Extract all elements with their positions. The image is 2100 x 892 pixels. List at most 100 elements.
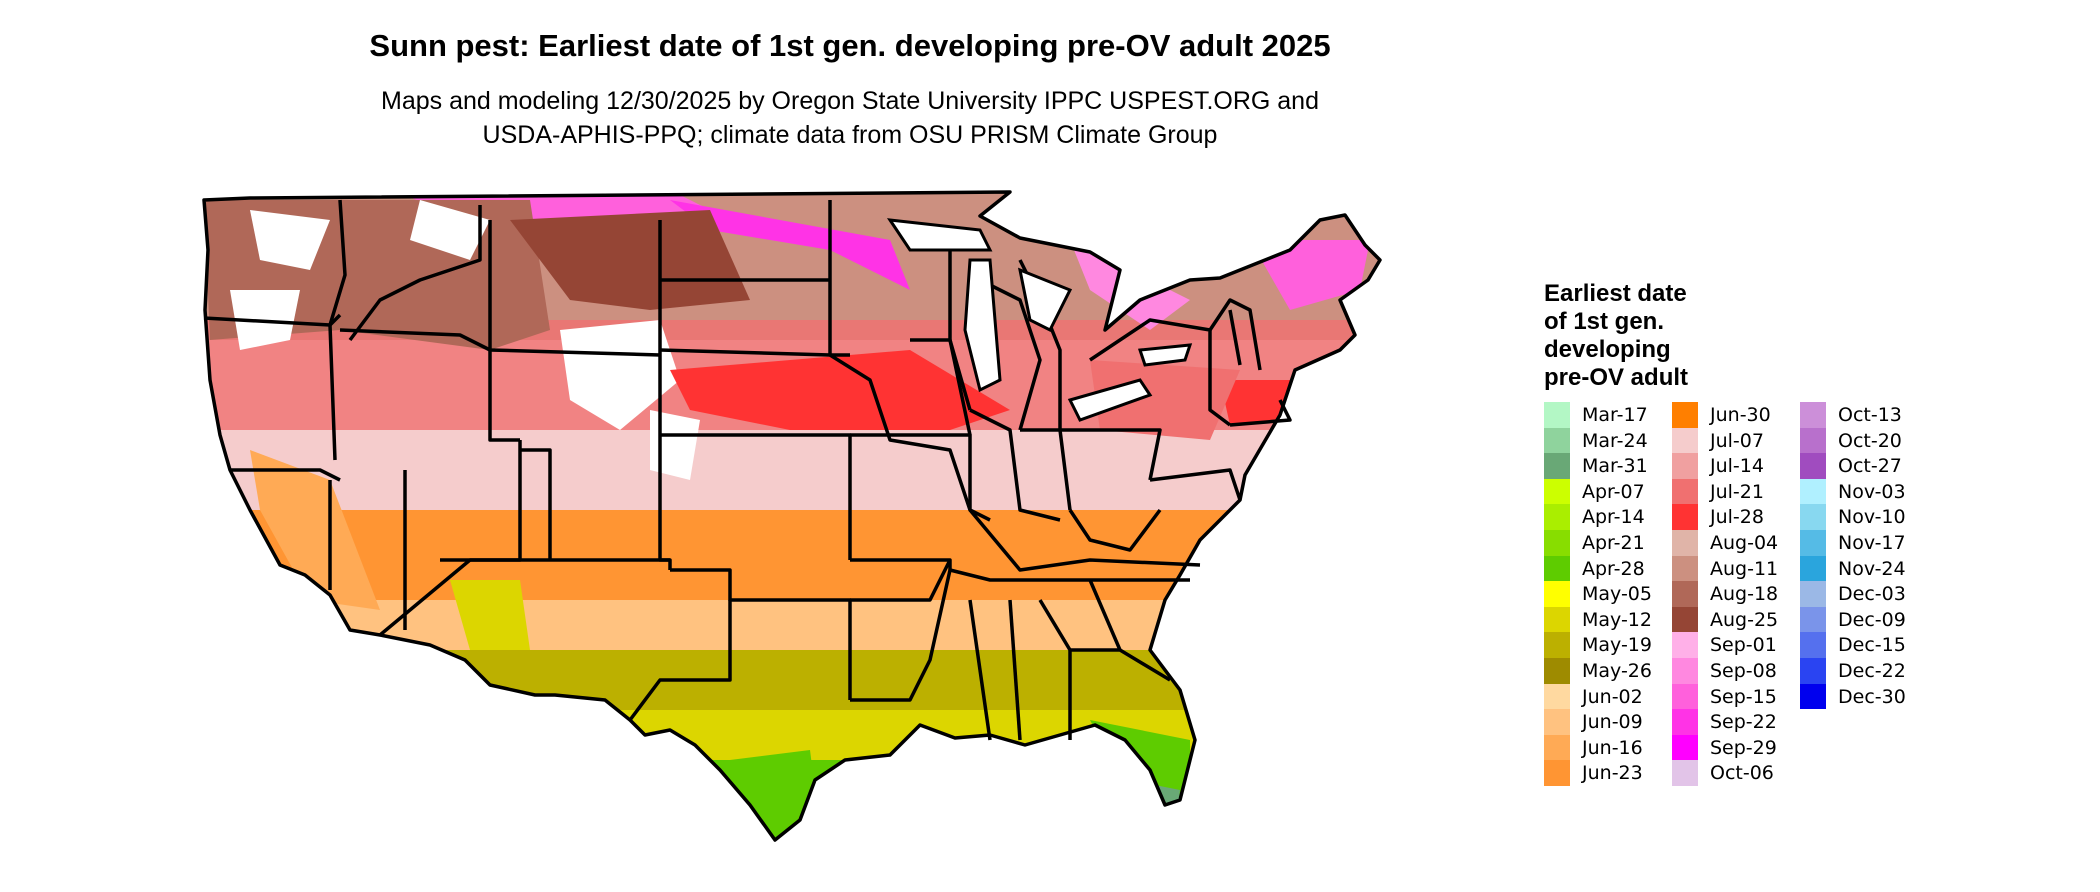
legend-swatch [1672,478,1698,505]
legend-label: Jul-07 [1710,429,1764,452]
legend-swatch [1544,530,1570,556]
legend-entry: Jun-30 [1672,402,1800,428]
legend-swatch [1544,632,1570,658]
legend-label: Jun-30 [1710,404,1771,426]
legend-entry: Jul-07 [1672,427,1800,454]
legend-swatch [1544,555,1570,582]
legend-label: Sep-15 [1710,685,1777,708]
map-legend: Earliest date of 1st gen. developing pre… [1544,280,2100,800]
legend-swatch [1800,427,1826,454]
legend-swatch [1800,555,1826,582]
legend-label: Jul-21 [1710,480,1764,503]
legend-swatch [1800,402,1826,428]
legend-entry: Jun-23 [1544,760,1672,786]
legend-entry: Jul-14 [1672,453,1800,479]
legend-label: Dec-03 [1838,583,1906,606]
legend-label: Oct-06 [1710,762,1774,785]
legend-label: Dec-15 [1838,634,1906,657]
legend-swatch [1672,530,1698,556]
legend-label: May-26 [1582,660,1652,682]
map-title: Sunn pest: Earliest date of 1st gen. dev… [369,28,1331,63]
legend-label: Sep-01 [1710,634,1777,657]
legend-swatch [1672,504,1698,530]
legend-swatch [1544,504,1570,530]
legend-entry: Nov-17 [1800,530,1928,556]
legend-swatch [1800,632,1826,658]
legend-entry: Sep-22 [1672,709,1800,735]
legend-label: Dec-30 [1838,685,1906,708]
legend-label: Aug-11 [1710,557,1779,580]
legend-label: Dec-09 [1838,608,1906,631]
legend-swatch [1544,734,1570,761]
legend-swatch [1544,709,1570,735]
legend-label: May-19 [1582,634,1652,657]
legend-entry: Oct-06 [1672,760,1800,786]
legend-swatch [1544,427,1570,454]
legend-label: Apr-07 [1582,480,1645,503]
legend-label: Nov-17 [1838,532,1906,554]
legend-entry: Aug-25 [1672,606,1800,633]
legend-entry: Oct-13 [1800,402,1928,428]
legend-swatch [1800,530,1826,556]
legend-title-line: of 1st gen. [1544,308,1665,335]
map-subtitle: Maps and modeling 12/30/2025 by Oregon S… [0,84,1700,152]
legend-swatch [1672,760,1698,786]
legend-swatch [1672,581,1698,607]
legend-entry: Nov-10 [1800,504,1928,530]
legend-swatch [1544,402,1570,428]
legend-label: May-05 [1582,583,1652,606]
legend-entry: May-19 [1544,632,1672,658]
legend-entry: Sep-15 [1672,683,1800,710]
legend-entry: Dec-22 [1800,658,1928,684]
legend-entry: Sep-08 [1672,658,1800,684]
legend-swatch [1672,427,1698,454]
legend-entry: Jun-02 [1544,683,1672,710]
legend-label: Mar-31 [1582,455,1648,478]
legend-label: Jun-16 [1582,736,1643,759]
legend-label: Nov-03 [1838,480,1906,503]
legend-entry: Dec-30 [1800,683,1928,710]
subtitle-line-2: USDA-APHIS-PPQ; climate data from OSU PR… [482,121,1218,149]
legend-label: Aug-04 [1710,532,1779,554]
legend-label: Nov-10 [1838,506,1906,529]
legend-label: Jun-09 [1582,711,1643,734]
legend-swatch [1672,632,1698,658]
legend-entry: Sep-29 [1672,734,1800,761]
legend-swatch [1544,658,1570,684]
legend-swatch [1800,658,1826,684]
legend-label: May-12 [1582,608,1652,631]
great-lakes [886,218,1193,422]
legend-entry: Apr-07 [1544,478,1672,505]
legend-swatch [1544,760,1570,786]
legend-swatch [1544,606,1570,633]
legend-swatch [1800,606,1826,633]
legend-title-line: pre-OV adult [1544,364,1689,391]
legend-entry: Dec-15 [1800,632,1928,658]
legend-swatch [1544,478,1570,505]
legend-entry: Jul-28 [1672,504,1800,530]
legend-entry: Apr-21 [1544,530,1672,556]
legend-entry: May-12 [1544,606,1672,633]
legend-swatch [1672,658,1698,684]
legend-label: Aug-18 [1710,583,1779,606]
legend-entry: Jul-21 [1672,478,1800,505]
legend-entry: Jun-09 [1544,709,1672,735]
legend-entry: May-26 [1544,658,1672,684]
legend-swatch [1800,453,1826,479]
legend-entry: Nov-24 [1800,555,1928,582]
legend-title: Earliest date of 1st gen. developing pre… [1544,280,1764,392]
legend-label: Apr-21 [1582,532,1645,554]
legend-entry: Oct-27 [1800,453,1928,479]
legend-label: Oct-27 [1838,455,1902,478]
legend-entry: Nov-03 [1800,478,1928,505]
legend-label: Sep-22 [1710,711,1777,734]
legend-swatch [1672,606,1698,633]
legend-label: Mar-24 [1582,429,1648,452]
state-boundaries [202,190,1382,842]
legend-swatch [1672,734,1698,761]
legend-entry: Oct-20 [1800,427,1928,454]
legend-entry: Mar-31 [1544,453,1672,479]
legend-swatch [1544,581,1570,607]
legend-label: Apr-14 [1582,506,1645,529]
legend-swatch [1800,581,1826,607]
